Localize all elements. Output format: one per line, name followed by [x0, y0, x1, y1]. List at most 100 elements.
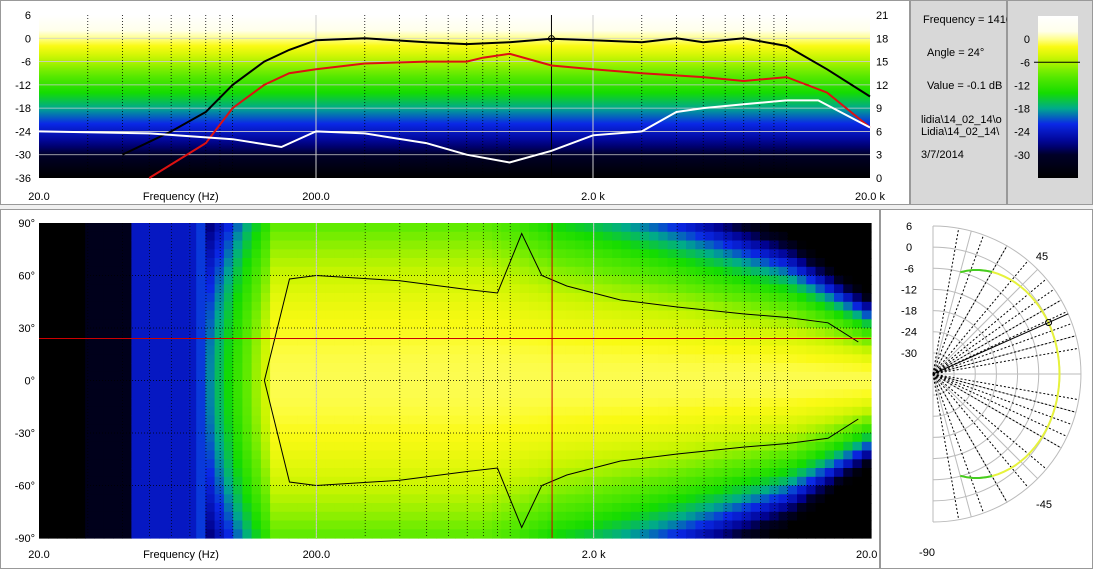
sonogram-cell: [492, 459, 502, 469]
sonogram-cell: [658, 258, 669, 268]
sonogram-cell: [408, 354, 419, 364]
sonogram-cell: [186, 389, 197, 399]
sonogram-cell: [778, 398, 789, 408]
sonogram-cell: [353, 240, 364, 250]
sonogram-cell: [538, 476, 548, 487]
y-tick-label: -18: [15, 103, 31, 115]
sonogram-cell: [381, 336, 391, 347]
sonogram-cell: [713, 459, 724, 469]
sonogram-cell: [399, 258, 410, 268]
sonogram-cell: [223, 485, 234, 495]
sonogram-cell: [750, 433, 761, 443]
sonogram-cell: [168, 293, 179, 303]
sonogram-cell: [482, 380, 493, 390]
sonogram-cell: [621, 275, 632, 285]
sonogram-cell: [787, 345, 798, 355]
sonogram-cell: [344, 520, 354, 530]
sonogram-cell: [288, 503, 299, 513]
sonogram-cell: [852, 301, 863, 312]
sonogram-cell: [667, 336, 678, 347]
sonogram-cell: [760, 529, 770, 539]
sonogram-cell: [723, 398, 733, 408]
sonogram-cell: [399, 468, 410, 478]
sonogram-cell: [297, 468, 308, 478]
sonogram-cell: [325, 511, 336, 522]
sonogram-cell: [251, 450, 262, 460]
sonogram-cell: [131, 424, 142, 434]
sonogram-cell: [556, 336, 567, 347]
directivity-map-panel[interactable]: 90° 60° 30° 0° -30° -60° -90° 20.0 200.0 2.0 k 20.…: [0, 209, 880, 569]
sonogram-cell: [159, 310, 169, 320]
sonogram-cell: [122, 406, 132, 417]
sonogram-cell: [353, 328, 364, 338]
sonogram-cell: [630, 529, 641, 539]
sonogram-cell: [76, 424, 86, 434]
sonogram-cell: [704, 275, 715, 285]
polar-dashed-spoke: [932, 288, 1055, 375]
sonogram-cell: [741, 468, 752, 478]
sonogram-cell: [741, 258, 752, 268]
sonogram-cell: [815, 284, 826, 294]
sonogram-cell: [824, 459, 835, 469]
sonogram-cell: [242, 441, 253, 452]
sonogram-cell: [602, 476, 613, 487]
sonogram-cell: [325, 389, 336, 399]
sonogram-cell: [612, 468, 622, 478]
sonogram-cell: [418, 371, 428, 382]
sonogram-cell: [750, 503, 761, 513]
sonogram-cell: [621, 223, 632, 233]
polar-ring-label: -18: [901, 306, 917, 318]
directivity-sonogram[interactable]: 90°60°30°0°-30°-60°-90°20.0 200.0 2.0 k 20.…: [1, 210, 879, 568]
sonogram-cell: [297, 406, 308, 417]
sonogram-cell: [455, 415, 465, 425]
sonogram-cell: [371, 301, 382, 312]
sonogram-cell: [584, 459, 595, 469]
sonogram-cell: [732, 258, 743, 268]
sonogram-cell: [445, 494, 456, 504]
sonogram-cell: [307, 310, 317, 320]
sonogram-cell: [159, 345, 169, 355]
sonogram-cell: [233, 363, 243, 373]
sonogram-cell: [834, 275, 844, 285]
sonogram-cell: [695, 511, 706, 522]
sonogram-cell: [103, 415, 114, 425]
sonogram-cell: [94, 284, 105, 294]
polar-plot-panel[interactable]: 6 0 -6 -12 -18 -24 -30 45 -45 -90: [880, 209, 1093, 569]
sonogram-cell: [205, 354, 216, 364]
sonogram-cell: [334, 424, 345, 434]
sonogram-cell: [741, 319, 752, 329]
sonogram-cell: [834, 415, 844, 425]
sonogram-cell: [205, 328, 216, 338]
sonogram-cell: [529, 240, 539, 250]
sonogram-cell: [242, 529, 253, 539]
sonogram-cell: [233, 529, 243, 539]
sonogram-cell: [861, 398, 872, 408]
sonogram-cell: [704, 511, 715, 522]
y-tick-label: -12: [15, 80, 31, 92]
sonogram-cell: [418, 380, 428, 390]
sonogram-cell: [57, 511, 68, 522]
sonogram-cell: [390, 380, 401, 390]
sonogram-cell: [233, 441, 243, 452]
sonogram-cell: [667, 284, 678, 294]
polar-dashed-spoke: [932, 373, 985, 514]
frequency-response-panel[interactable]: 6 0 -6 -12 -18 -24 -30 -36 21 18 15 12 9 6 3 0 20.0 200.0…: [0, 0, 910, 205]
sonogram-cell: [741, 266, 752, 277]
sonogram-cell: [704, 354, 715, 364]
sonogram-cell: [843, 363, 854, 373]
sonogram-cell: [658, 240, 669, 250]
sonogram-cell: [66, 433, 77, 443]
sonogram-cell: [843, 468, 854, 478]
sonogram-cell: [270, 328, 280, 338]
sonogram-cell: [353, 231, 364, 242]
sonogram-cell: [602, 433, 613, 443]
sonogram-cell: [427, 450, 438, 460]
sonogram-cell: [713, 293, 724, 303]
sonogram-cell: [159, 328, 169, 338]
sonogram-cell: [362, 231, 373, 242]
sonogram-cell: [482, 511, 493, 522]
sonogram-cell: [760, 441, 770, 452]
sonogram-cell: [806, 398, 817, 408]
